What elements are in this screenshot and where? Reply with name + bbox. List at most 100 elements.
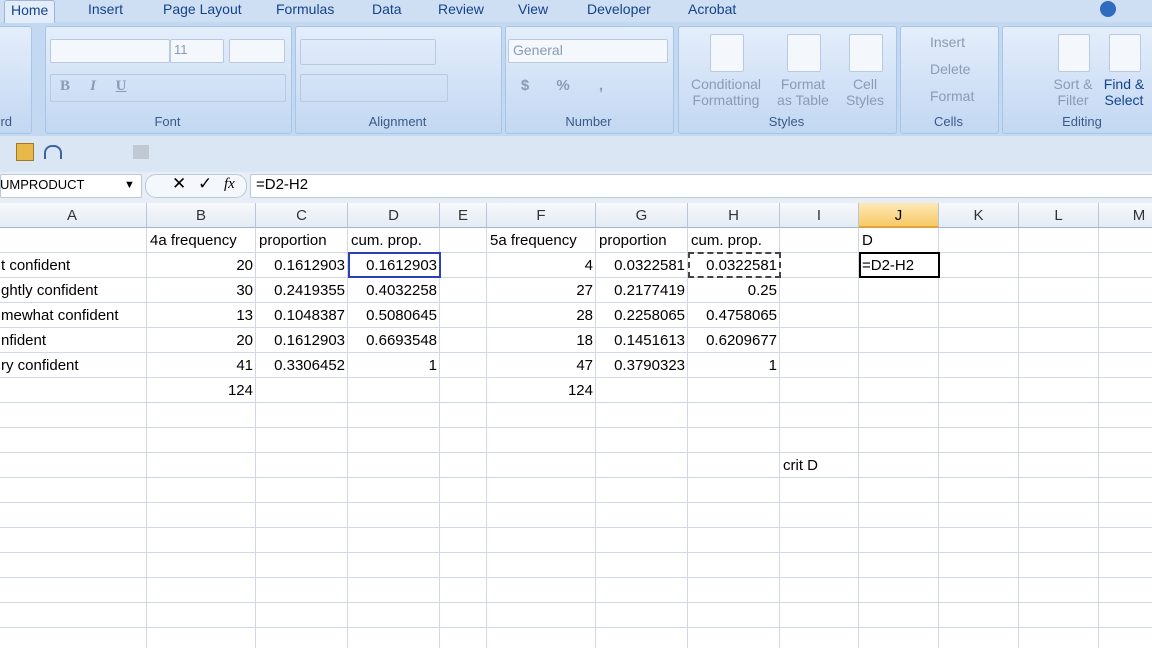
styles-button[interactable]: Styles xyxy=(845,92,885,108)
editing-button[interactable]: Filter xyxy=(1057,92,1089,108)
styles-button[interactable]: Formatting xyxy=(692,92,760,108)
styles-button[interactable]: Cell xyxy=(852,76,878,92)
column-header[interactable]: M xyxy=(1099,203,1152,228)
cell[interactable]: 13 xyxy=(236,307,253,324)
ribbon-tab[interactable]: Page Layout xyxy=(163,1,242,17)
editing-button[interactable]: Find & xyxy=(1103,76,1145,92)
editing-icon[interactable] xyxy=(1109,34,1141,72)
column-header[interactable]: E xyxy=(440,203,487,228)
font-name-box[interactable] xyxy=(50,39,170,63)
cell[interactable]: 0.0322581 xyxy=(706,257,777,274)
cell[interactable]: 0.25 xyxy=(747,282,777,299)
cell[interactable]: t confident xyxy=(1,257,71,274)
cell[interactable]: 0.2177419 xyxy=(614,282,685,299)
column-header[interactable]: L xyxy=(1019,203,1099,228)
cell[interactable]: crit D xyxy=(783,457,818,474)
cell[interactable]: 124 xyxy=(567,382,593,399)
cells-button[interactable]: Delete xyxy=(930,61,971,77)
cell[interactable]: 0.4032258 xyxy=(366,282,437,299)
ribbon-tab[interactable]: Developer xyxy=(587,1,651,17)
cell[interactable]: 47 xyxy=(576,357,593,374)
fx-button[interactable]: fx xyxy=(224,176,235,192)
ribbon-tab[interactable]: Acrobat xyxy=(688,1,737,17)
cell[interactable]: =D2-H2 xyxy=(862,257,915,274)
cell[interactable]: 0.0322581 xyxy=(614,257,685,274)
cancel-button[interactable]: ✕ xyxy=(172,174,187,193)
cell[interactable]: 4 xyxy=(584,257,593,274)
help-icon[interactable] xyxy=(1100,1,1116,17)
editing-button[interactable]: Select xyxy=(1104,92,1144,108)
cell[interactable]: 0.1612903 xyxy=(274,332,345,349)
column-header[interactable]: B xyxy=(147,203,256,228)
cells-button[interactable]: Insert xyxy=(930,34,966,50)
cell[interactable]: 20 xyxy=(236,332,253,349)
styles-icon[interactable] xyxy=(787,34,821,72)
cell[interactable]: nfident xyxy=(1,332,47,349)
font-button[interactable]: I xyxy=(90,78,96,94)
cell[interactable]: 28 xyxy=(576,307,593,324)
name-box[interactable] xyxy=(0,174,142,198)
column-header[interactable]: H xyxy=(688,203,780,228)
cell[interactable]: proportion xyxy=(599,232,667,249)
ribbon-tab[interactable]: Review xyxy=(438,1,484,17)
open-icon[interactable] xyxy=(16,143,34,161)
cell[interactable]: 0.3790323 xyxy=(614,357,685,374)
undo-icon[interactable] xyxy=(44,145,62,159)
font-size-box[interactable] xyxy=(170,39,224,63)
styles-icon[interactable] xyxy=(849,34,883,72)
cell[interactable]: 0.3306452 xyxy=(274,357,345,374)
column-header[interactable]: D xyxy=(348,203,440,228)
number-format-box[interactable] xyxy=(508,39,668,63)
grow-font[interactable] xyxy=(229,39,285,63)
cell[interactable]: 0.1612903 xyxy=(366,257,437,274)
cell[interactable]: 0.6693548 xyxy=(366,332,437,349)
formula-input[interactable] xyxy=(250,174,1152,198)
font-button[interactable]: U xyxy=(115,78,127,94)
cell[interactable]: 27 xyxy=(576,282,593,299)
number-button[interactable]: % xyxy=(556,77,570,94)
cell[interactable]: 30 xyxy=(236,282,253,299)
styles-icon[interactable] xyxy=(710,34,744,72)
number-button[interactable]: , xyxy=(598,77,604,94)
cell[interactable]: D xyxy=(862,232,873,249)
cell[interactable]: 41 xyxy=(236,357,253,374)
cell[interactable]: 124 xyxy=(227,382,253,399)
cell[interactable]: cum. prop. xyxy=(691,232,762,249)
ribbon-tab[interactable]: View xyxy=(518,1,549,17)
cell[interactable]: mewhat confident xyxy=(1,307,119,324)
number-button[interactable]: $ xyxy=(520,77,530,94)
column-header[interactable]: A xyxy=(0,203,147,228)
cell[interactable]: 0.4758065 xyxy=(706,307,777,324)
cell[interactable]: 20 xyxy=(236,257,253,274)
column-header[interactable]: I xyxy=(780,203,859,228)
cell[interactable]: 18 xyxy=(576,332,593,349)
ribbon-tab[interactable]: Insert xyxy=(88,1,124,17)
cell[interactable]: 0.1451613 xyxy=(614,332,685,349)
cell[interactable]: 4a frequency xyxy=(150,232,237,249)
ribbon-tab[interactable]: Home xyxy=(4,0,56,23)
column-header[interactable]: F xyxy=(487,203,596,228)
print-icon[interactable] xyxy=(133,145,149,159)
column-header[interactable]: C xyxy=(256,203,348,228)
ribbon-tab[interactable]: Formulas xyxy=(276,1,335,17)
ribbon-tab[interactable]: Data xyxy=(372,1,402,17)
editing-icon[interactable] xyxy=(1058,34,1090,72)
styles-button[interactable]: as Table xyxy=(777,92,829,108)
cell[interactable]: 0.2419355 xyxy=(274,282,345,299)
enter-button[interactable]: ✓ xyxy=(198,174,213,193)
column-header[interactable]: J xyxy=(859,203,939,228)
font-button[interactable]: B xyxy=(59,78,70,94)
cell[interactable]: 0.1048387 xyxy=(274,307,345,324)
cell[interactable]: 1 xyxy=(428,357,437,374)
cell[interactable]: 5a frequency xyxy=(490,232,577,249)
name-box-arrow[interactable]: ▼ xyxy=(124,179,135,191)
cell[interactable]: proportion xyxy=(259,232,327,249)
editing-button[interactable]: Sort & xyxy=(1053,76,1093,92)
cell[interactable]: 1 xyxy=(768,357,777,374)
cell[interactable]: 0.2258065 xyxy=(614,307,685,324)
cells-button[interactable]: Format xyxy=(930,88,975,104)
column-header[interactable]: G xyxy=(596,203,688,228)
cell[interactable]: 0.5080645 xyxy=(366,307,437,324)
cell[interactable]: cum. prop. xyxy=(351,232,422,249)
cell[interactable]: ry confident xyxy=(1,357,79,374)
